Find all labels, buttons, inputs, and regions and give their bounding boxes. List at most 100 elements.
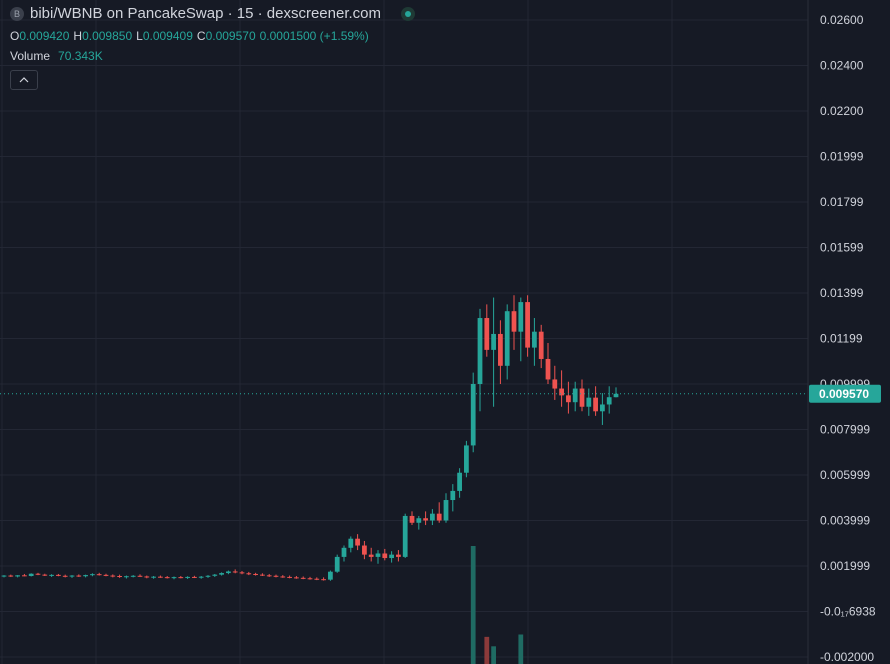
candle-body bbox=[416, 518, 422, 523]
low-value: 0.009409 bbox=[142, 29, 193, 43]
volume-label: Volume bbox=[10, 49, 51, 63]
price-axis-label: -0.0₁₇6938 bbox=[820, 605, 876, 619]
candle-body bbox=[504, 311, 510, 366]
candle-body bbox=[28, 573, 34, 577]
candle-body bbox=[117, 576, 122, 578]
candle-body bbox=[185, 576, 190, 578]
price-axis-label: 0.01199 bbox=[820, 332, 863, 346]
volume-bar bbox=[491, 646, 496, 664]
candle-body bbox=[171, 577, 177, 579]
candle-body bbox=[566, 395, 571, 403]
price-axis-label: 0.005999 bbox=[820, 468, 870, 482]
candle-body bbox=[151, 576, 156, 578]
candle-body bbox=[328, 571, 333, 580]
token-logo-icon: B bbox=[10, 7, 24, 21]
candle-body bbox=[382, 553, 388, 559]
price-axis-label: 0.007999 bbox=[820, 423, 870, 437]
candle-body bbox=[389, 554, 394, 559]
candle-body bbox=[593, 397, 598, 412]
candle-body bbox=[253, 573, 258, 575]
volume-bar bbox=[470, 546, 476, 664]
price-axis-label: 0.02600 bbox=[820, 13, 864, 27]
candle-body bbox=[110, 575, 116, 577]
candle-body bbox=[484, 318, 490, 350]
candle-body bbox=[464, 445, 469, 473]
candle-body bbox=[457, 472, 462, 491]
candle-body bbox=[436, 513, 442, 521]
candle-body bbox=[76, 575, 82, 577]
candle-body bbox=[368, 554, 374, 557]
candle-body bbox=[198, 576, 204, 578]
price-axis-label: 0.02400 bbox=[820, 59, 864, 73]
price-axis-label: 0.01399 bbox=[820, 286, 864, 300]
candle-body bbox=[178, 577, 184, 579]
candle-body bbox=[341, 547, 347, 557]
candle-body bbox=[355, 538, 360, 546]
price-axis[interactable]: 0.02600 0.02400 0.02200 0.01999 0.01799 0.015… bbox=[807, 0, 881, 664]
volume-bar bbox=[484, 636, 490, 664]
grid-lines bbox=[0, 0, 808, 664]
candle-body bbox=[294, 577, 299, 579]
candle-body bbox=[552, 379, 558, 389]
volume-legend: Volume 70.343K bbox=[10, 46, 415, 66]
candle-body bbox=[532, 331, 537, 348]
candle-body bbox=[348, 538, 354, 548]
current-price-tag-bg bbox=[809, 384, 881, 403]
candle-body bbox=[69, 575, 75, 577]
candle-body bbox=[287, 576, 292, 578]
collapse-legend-button[interactable] bbox=[10, 70, 38, 90]
candles bbox=[1, 295, 619, 581]
candle-body bbox=[96, 574, 102, 576]
candle-body bbox=[450, 490, 456, 501]
candle-body bbox=[396, 554, 401, 557]
candle-body bbox=[192, 576, 197, 578]
low-key: L bbox=[136, 29, 143, 43]
candle-body bbox=[62, 575, 68, 577]
candle-body bbox=[606, 397, 612, 405]
price-axis-label: -0.002000 bbox=[820, 650, 874, 664]
candle-body bbox=[300, 577, 306, 579]
candle-body bbox=[579, 388, 585, 407]
candle-body bbox=[124, 576, 129, 578]
candle-body bbox=[144, 576, 150, 578]
candle-body bbox=[205, 575, 211, 577]
change-value: 0.0001500 (+1.59%) bbox=[259, 29, 369, 43]
candle-body bbox=[321, 579, 326, 581]
price-axis-label: 0.01799 bbox=[820, 195, 864, 209]
high-key: H bbox=[73, 29, 83, 43]
volume-bar bbox=[518, 634, 524, 664]
volume-value: 70.343K bbox=[58, 49, 103, 63]
candle-body bbox=[375, 553, 381, 557]
candle-body bbox=[600, 404, 605, 412]
open-value: 0.009420 bbox=[19, 29, 70, 43]
price-axis-label: 0.003999 bbox=[820, 514, 870, 528]
candle-body bbox=[266, 575, 272, 577]
live-status-icon bbox=[401, 7, 415, 21]
candle-body bbox=[586, 397, 592, 407]
chevron-up-icon bbox=[19, 77, 29, 83]
candle-body bbox=[545, 358, 551, 380]
chart-title: bibi/WBNB on PancakeSwap · 15 · dexscree… bbox=[30, 5, 381, 22]
candle-body bbox=[219, 573, 224, 575]
close-key: C bbox=[196, 29, 206, 43]
candle-body bbox=[525, 302, 530, 348]
candle-body bbox=[42, 574, 48, 576]
candle-body bbox=[35, 573, 41, 575]
candle-body bbox=[246, 573, 252, 575]
candle-body bbox=[83, 575, 88, 577]
candle-body bbox=[402, 515, 408, 557]
candle-body bbox=[239, 572, 245, 574]
candle-body bbox=[137, 575, 143, 577]
candle-body bbox=[443, 500, 449, 521]
candle-body bbox=[307, 578, 313, 580]
candle-body bbox=[56, 574, 61, 576]
candle-body bbox=[362, 545, 367, 555]
high-value: 0.009850 bbox=[82, 29, 133, 43]
candle-body bbox=[470, 384, 476, 446]
ohlc-values: O0.009420 H0.009850 L0.009409 C0.009570 … bbox=[10, 26, 415, 46]
candle-body bbox=[559, 388, 564, 396]
candle-body bbox=[15, 575, 20, 577]
candle-body bbox=[49, 574, 54, 576]
